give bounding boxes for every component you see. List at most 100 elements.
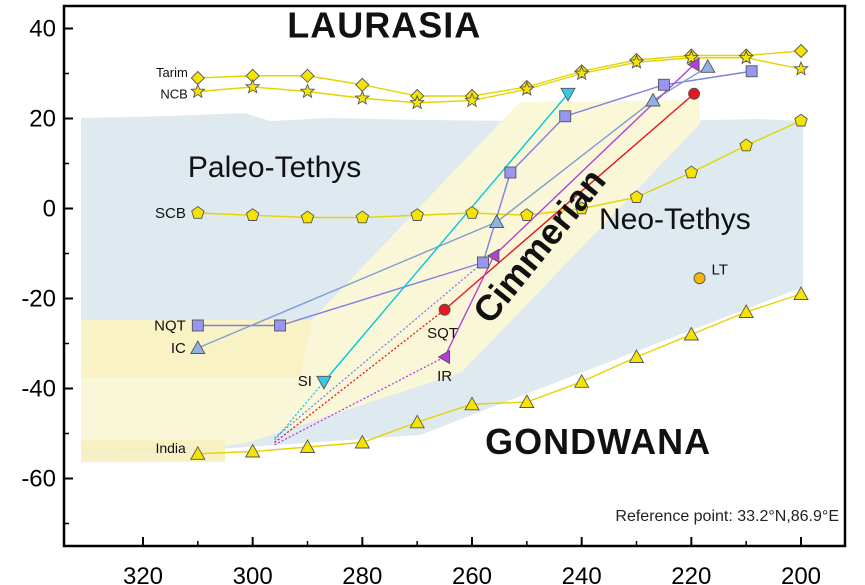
marker-scb — [574, 201, 589, 215]
marker-nqt — [274, 319, 287, 332]
marker-scb — [355, 210, 370, 224]
marker-ncb — [573, 65, 590, 81]
marker-ir — [437, 349, 451, 365]
x-tick-label: 220 — [671, 563, 711, 585]
marker-ncb — [189, 83, 206, 99]
marker-india — [738, 304, 754, 318]
x-tick-label: 280 — [342, 563, 382, 585]
marker-ir — [687, 57, 700, 72]
marker-scb — [410, 208, 424, 221]
marker-ic — [700, 58, 716, 73]
reference-annotation: Reference point: 33.2°N,86.9°E — [615, 508, 839, 525]
marker-ncb — [738, 49, 754, 65]
y-tick-label: -40 — [21, 376, 56, 403]
marker-nqt — [559, 110, 572, 123]
region-label-laurasia: LAURASIA — [287, 5, 481, 46]
marker-tarim — [190, 70, 205, 86]
dotted-link — [274, 381, 325, 441]
marker-sqt — [688, 87, 701, 100]
marker-nqt — [191, 319, 204, 332]
series-label-si: SI — [298, 373, 312, 390]
series-label-ir: IR — [437, 368, 452, 385]
marker-nqt — [477, 256, 489, 269]
series-label-nqt: NQT — [154, 318, 186, 335]
x-tick-label: 240 — [562, 563, 602, 585]
marker-lt — [693, 272, 706, 285]
region-label-paleo-tethys: Paleo-Tethys — [188, 151, 361, 184]
marker-ncb — [354, 90, 371, 105]
series-line-ic — [197, 66, 709, 349]
marker-ir — [487, 248, 500, 264]
series-label-sqt: SQT — [427, 325, 458, 342]
series-line-india — [197, 293, 802, 455]
series-line-ncb — [197, 57, 802, 104]
marker-nqt — [657, 78, 670, 91]
marker-ncb — [464, 92, 480, 108]
y-tick-label: 20 — [29, 106, 56, 133]
marker-ncb — [519, 81, 535, 96]
marker-india — [190, 445, 206, 460]
marker-ncb — [244, 78, 261, 94]
x-tick-label: 200 — [781, 563, 821, 585]
marker-scb — [465, 205, 479, 219]
marker-india — [683, 326, 700, 341]
marker-si — [560, 87, 576, 102]
series-line-tarim — [197, 50, 802, 97]
marker-india — [354, 434, 371, 449]
marker-nqt — [745, 65, 758, 78]
plot-frame — [62, 4, 847, 548]
series-line-si — [323, 93, 569, 383]
marker-tarim — [300, 68, 315, 83]
marker-scb — [794, 113, 808, 127]
series-label-scb: SCB — [155, 205, 186, 222]
y-tick-label: 0 — [43, 196, 56, 223]
x-tick-label: 260 — [452, 563, 492, 585]
series-line-scb — [197, 120, 802, 219]
series-line-sqt — [444, 93, 695, 311]
marker-india — [409, 414, 425, 429]
marker-ic — [190, 340, 206, 354]
marker-india — [464, 396, 480, 411]
marker-ic — [645, 92, 661, 107]
marker-scb — [520, 208, 534, 221]
marker-ncb — [793, 60, 809, 76]
marker-india — [299, 439, 316, 453]
marker-nqt — [504, 166, 517, 179]
marker-tarim — [355, 77, 370, 92]
region-label-neo-tethys: Neo-Tethys — [599, 203, 751, 236]
y-tick-label: -20 — [21, 286, 56, 313]
marker-india — [628, 349, 645, 363]
dotted-link — [274, 262, 484, 439]
marker-india — [573, 373, 590, 388]
marker-scb — [191, 205, 205, 219]
series-label-india: India — [155, 440, 186, 456]
y-tick-label: 40 — [29, 16, 56, 43]
marker-sqt — [438, 303, 451, 316]
x-tick-label: 300 — [233, 563, 273, 585]
india-band-shading — [81, 440, 225, 462]
marker-india — [793, 286, 809, 300]
marker-ic — [488, 214, 505, 228]
series-label-ncb: NCB — [160, 87, 187, 102]
series-label-ic: IC — [171, 340, 186, 357]
y-tick-label: -60 — [21, 466, 56, 493]
marker-si — [316, 375, 332, 390]
marker-india — [244, 443, 261, 458]
marker-scb — [684, 165, 699, 179]
marker-ncb — [628, 54, 645, 69]
marker-ncb — [299, 83, 316, 99]
marker-layer — [189, 43, 809, 460]
marker-ncb — [409, 94, 425, 110]
marker-scb — [245, 208, 260, 221]
background-shading — [81, 100, 803, 462]
marker-ncb — [683, 49, 700, 65]
marker-scb — [739, 138, 753, 152]
marker-india — [519, 394, 535, 408]
region-label-gondwana: GONDWANA — [485, 421, 711, 462]
marker-scb — [629, 190, 644, 203]
marker-tarim — [793, 43, 809, 59]
marker-scb — [300, 210, 315, 224]
x-tick-label: 320 — [123, 563, 163, 585]
